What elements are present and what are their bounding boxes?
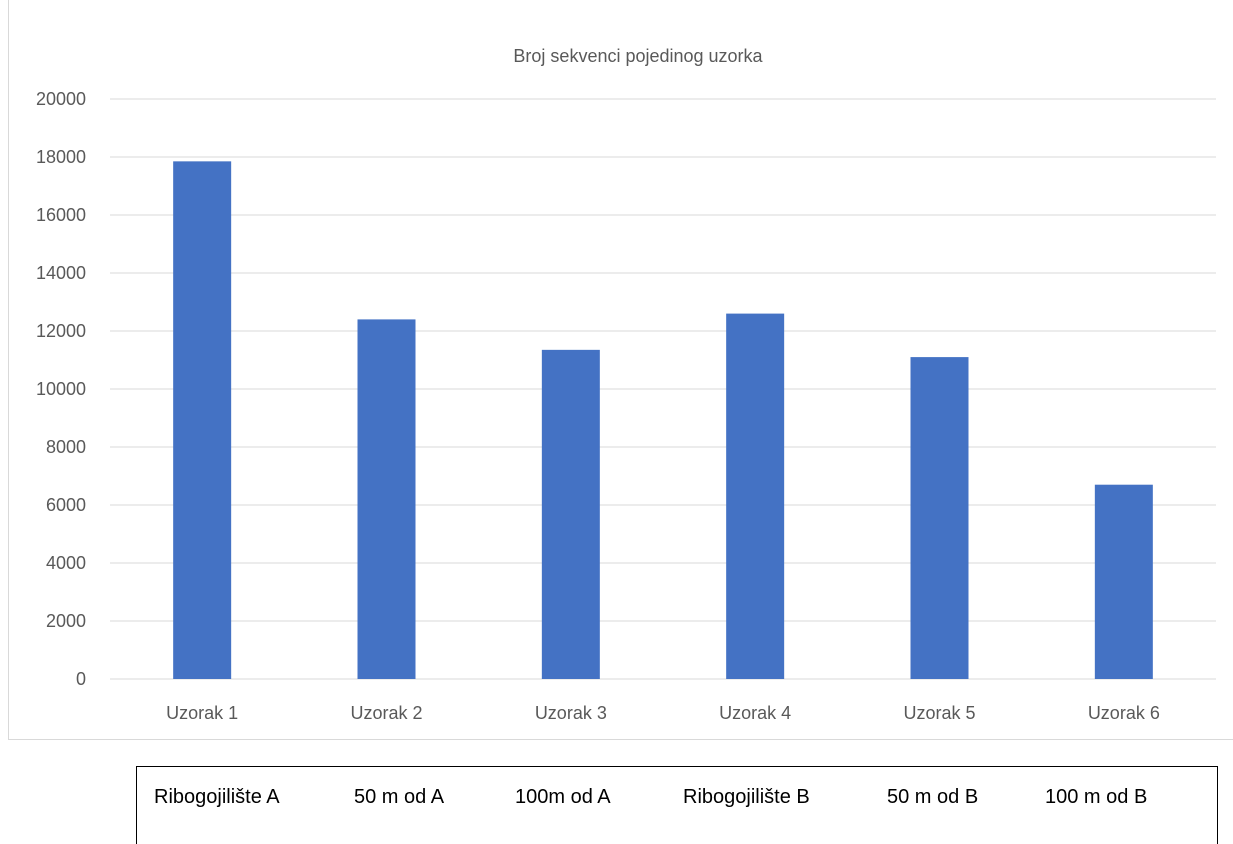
- sample-label-2: 50 m od A: [354, 786, 445, 808]
- bar: [910, 357, 969, 679]
- y-tick-label: 14000: [36, 263, 86, 283]
- bar-chart: Broj sekvenci pojedinog uzorka 0 2000 4000 6…: [36, 46, 1216, 723]
- chart-frame: [8, 0, 1233, 740]
- sample-label-box: Ribogojilište A 50 m od A 100m od A Ribo…: [136, 766, 1218, 844]
- y-tick-label: 10000: [36, 379, 86, 399]
- y-tick-label: 20000: [36, 89, 86, 109]
- bar: [1094, 484, 1153, 679]
- bar: [726, 313, 785, 679]
- y-tick-label: 4000: [46, 553, 86, 573]
- sample-label-3: 100m od A: [515, 786, 611, 808]
- y-tick-label: 8000: [46, 437, 86, 457]
- bar: [173, 161, 232, 680]
- bar: [357, 319, 416, 679]
- x-tick-label: Uzorak 4: [719, 703, 791, 723]
- x-tick-label: Uzorak 2: [350, 703, 422, 723]
- x-tick-label: Uzorak 5: [903, 703, 975, 723]
- sample-label-1: Ribogojilište A: [154, 786, 280, 808]
- chart-title: Broj sekvenci pojedinog uzorka: [513, 46, 763, 66]
- bar: [541, 349, 600, 679]
- x-tick-label: Uzorak 3: [535, 703, 607, 723]
- sample-label-6: 100 m od B: [1045, 786, 1148, 808]
- sample-label-4: Ribogojilište B: [683, 786, 810, 808]
- y-tick-label: 6000: [46, 495, 86, 515]
- x-tick-label: Uzorak 6: [1088, 703, 1160, 723]
- y-tick-label: 2000: [46, 611, 86, 631]
- y-tick-label: 12000: [36, 321, 86, 341]
- y-tick-label: 16000: [36, 205, 86, 225]
- y-tick-label: 18000: [36, 147, 86, 167]
- y-tick-label: 0: [76, 669, 86, 689]
- x-tick-label: Uzorak 1: [166, 703, 238, 723]
- sample-label-5: 50 m od B: [887, 786, 979, 808]
